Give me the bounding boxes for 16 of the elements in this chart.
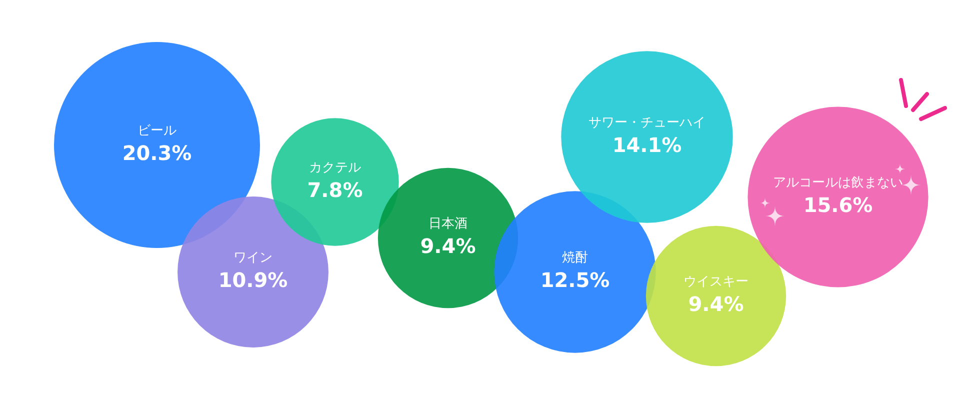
category-label: カクテル bbox=[309, 160, 361, 176]
category-label: 日本酒 bbox=[428, 216, 468, 232]
data-label: 9.4% bbox=[688, 292, 744, 316]
data-label: 15.6% bbox=[803, 193, 873, 218]
data-label: 9.4% bbox=[420, 234, 476, 258]
data-label: 20.3% bbox=[122, 141, 192, 166]
data-label: 12.5% bbox=[540, 268, 610, 292]
category-label: ウイスキー bbox=[684, 274, 748, 290]
category-label: アルコールは飲まない bbox=[773, 175, 903, 190]
data-label: 14.1% bbox=[612, 133, 682, 158]
data-label: 10.9% bbox=[218, 268, 288, 292]
category-label: ワイン bbox=[234, 250, 272, 266]
category-label: ビール bbox=[138, 123, 176, 138]
category-label: 焼酎 bbox=[562, 250, 588, 266]
category-label: サワー・チューハイ bbox=[588, 115, 706, 130]
data-label: 7.8% bbox=[307, 178, 363, 202]
